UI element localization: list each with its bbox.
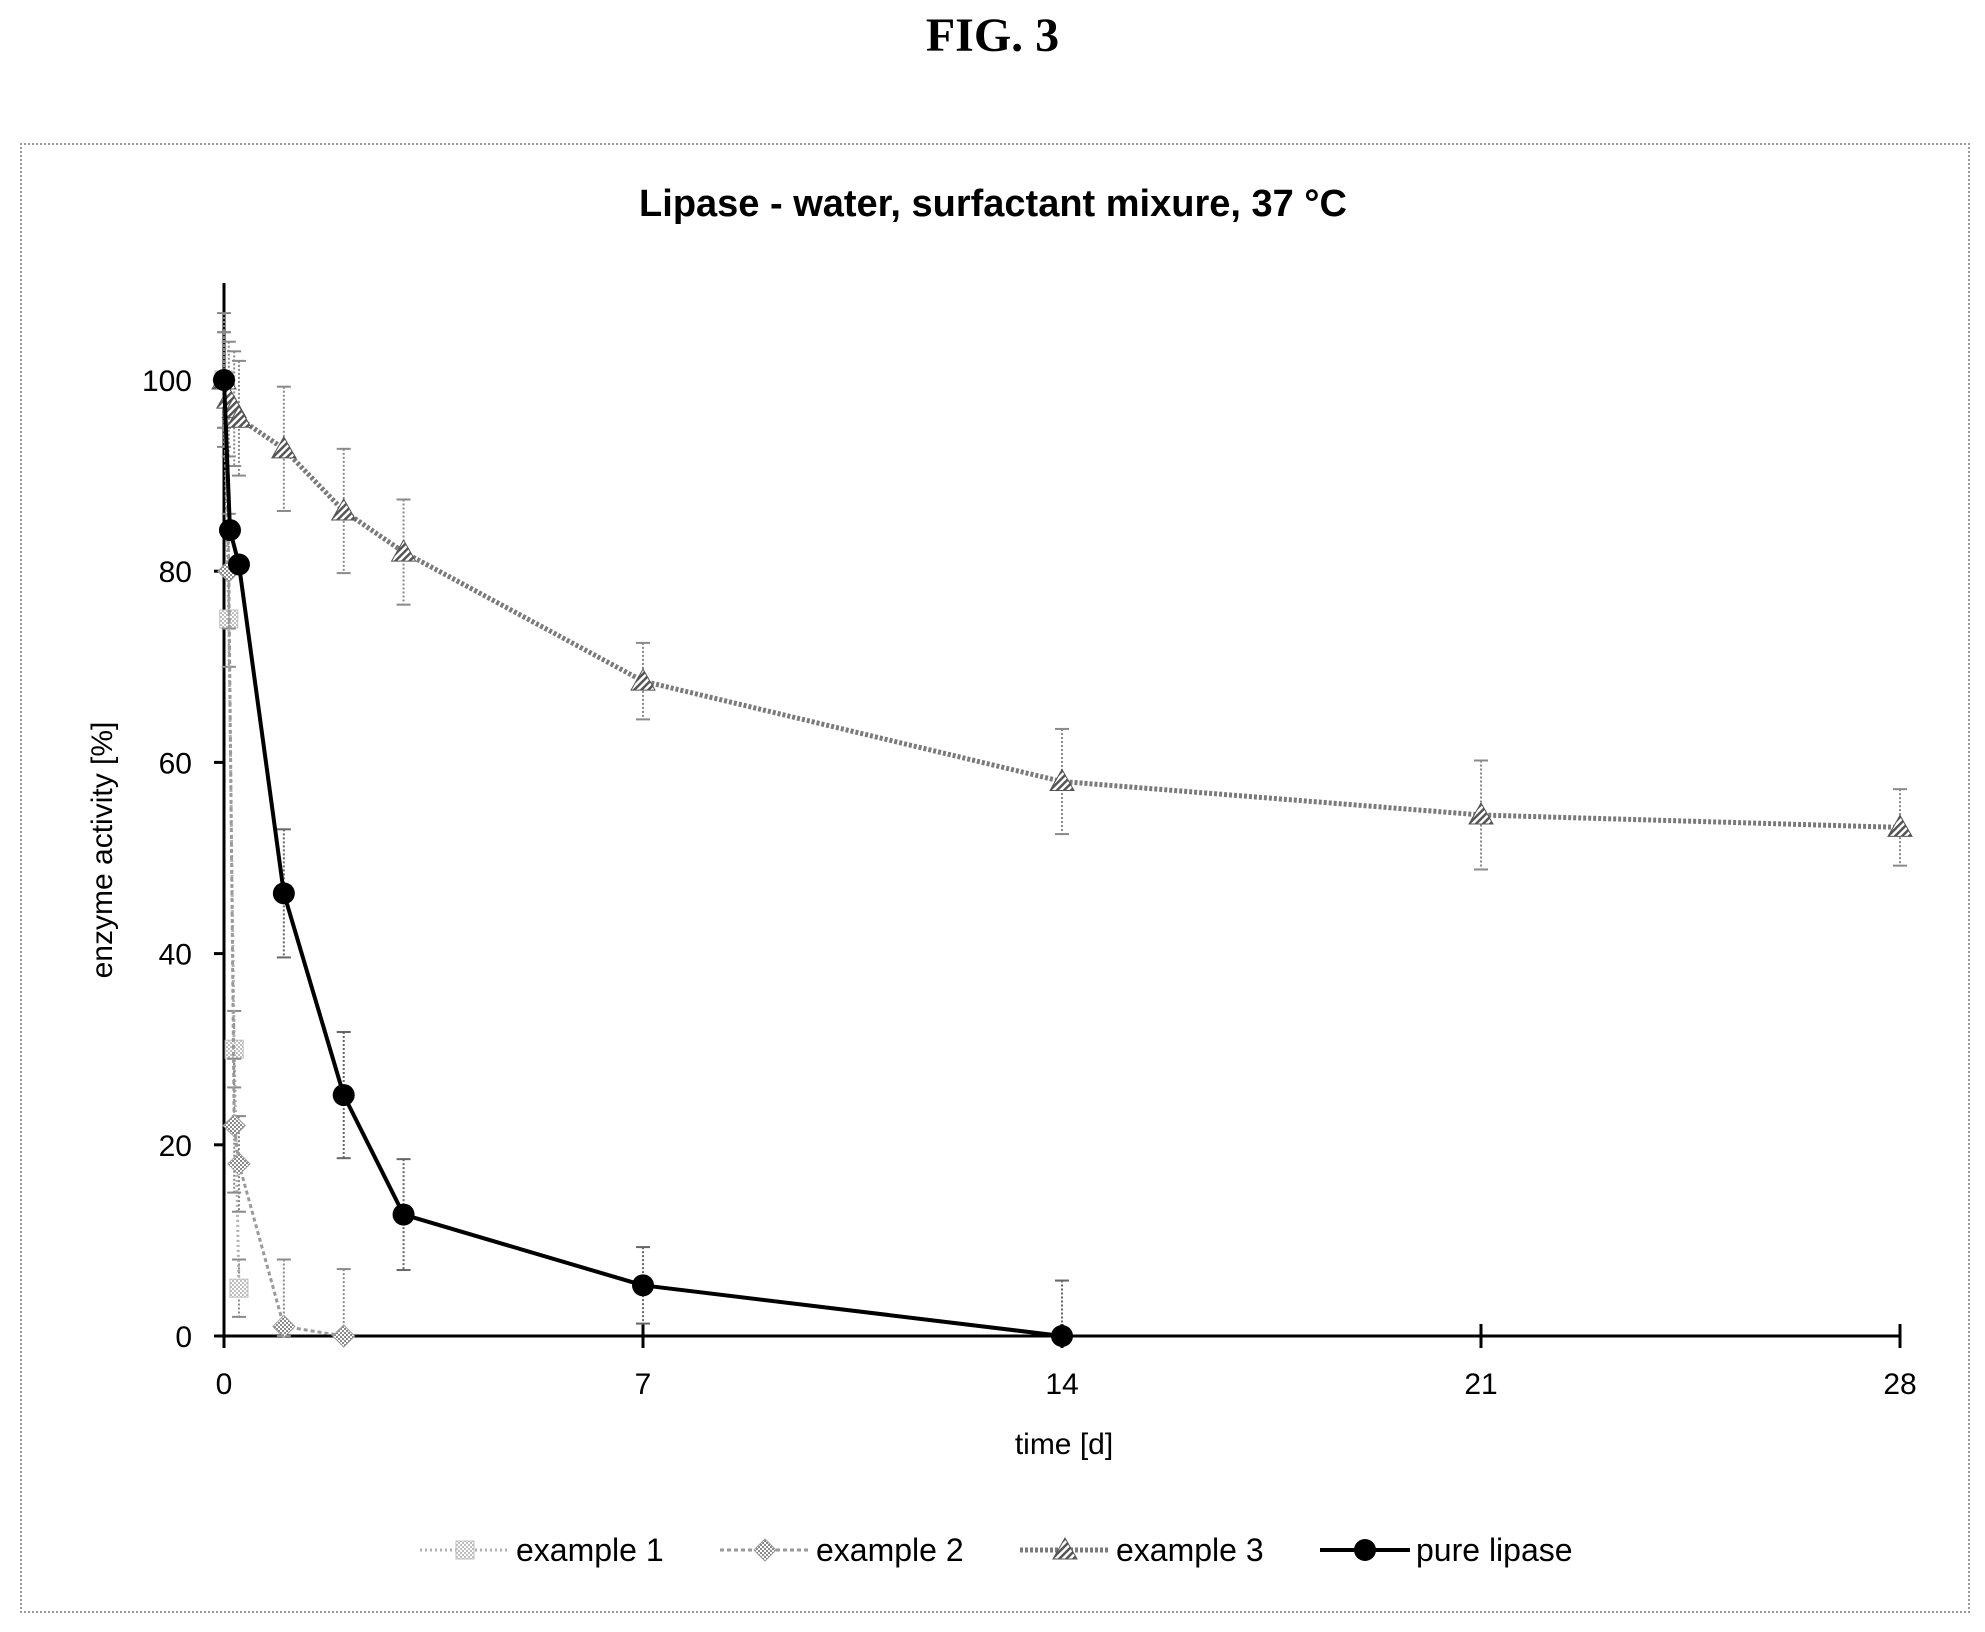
pure-lipase-point xyxy=(1051,1325,1073,1347)
example-3-line xyxy=(221,379,1901,830)
y-tick-label: 60 xyxy=(159,747,192,780)
y-tick-label: 40 xyxy=(159,939,192,972)
pure-lipase-point xyxy=(272,882,295,905)
chart-title: Lipase - water, surfactant mixure, 37 °C xyxy=(639,183,1347,225)
x-tick-label: 14 xyxy=(1045,1368,1078,1401)
example-3-point xyxy=(330,497,357,521)
pure-lipase-line xyxy=(222,379,1063,1338)
y-axis-title: enzyme activity [%] xyxy=(86,722,119,979)
legend-label-example-2: example 2 xyxy=(816,1532,964,1568)
example-3-point xyxy=(1887,814,1913,837)
example-3-point xyxy=(630,668,656,691)
example-2-point xyxy=(222,1113,246,1138)
pure-lipase-point xyxy=(227,553,250,576)
figure-label: FIG. 3 xyxy=(925,9,1060,62)
pure-lipase-point xyxy=(632,1274,654,1297)
y-tick-label: 100 xyxy=(142,365,192,398)
x-tick-label: 7 xyxy=(635,1368,652,1401)
legend-marker-pure-lipase xyxy=(1354,1539,1376,1561)
example-3-point xyxy=(1049,768,1075,792)
example-2-line xyxy=(222,379,344,1338)
example-3-point xyxy=(226,405,252,428)
x-axis-title: time [d] xyxy=(1015,1428,1113,1461)
y-tick-label: 20 xyxy=(159,1130,192,1163)
example-2-point xyxy=(272,1314,296,1339)
pure-lipase-point xyxy=(332,1084,355,1107)
y-tick-label: 0 xyxy=(175,1321,192,1354)
legend-label-example-3: example 3 xyxy=(1116,1532,1264,1568)
example-2-point xyxy=(227,1152,251,1176)
example-1-point xyxy=(229,1278,249,1298)
pure-lipase-point xyxy=(213,369,235,391)
legend-label-pure-lipase: pure lipase xyxy=(1416,1532,1573,1568)
chart-legend: example 1 example 2 example 3 pure lipase xyxy=(420,1532,1573,1568)
example-3-point xyxy=(390,539,417,562)
legend-label-example-1: example 1 xyxy=(516,1532,664,1568)
y-tick-label: 80 xyxy=(159,556,192,589)
example-3-point xyxy=(1468,801,1494,825)
legend-marker-example-2 xyxy=(753,1538,777,1562)
x-tick-label: 0 xyxy=(216,1368,233,1401)
x-tick-label: 21 xyxy=(1464,1368,1497,1401)
pure-lipase-point xyxy=(218,519,241,542)
legend-marker-example-3 xyxy=(1052,1536,1078,1560)
x-tick-label: 28 xyxy=(1883,1368,1916,1401)
legend-marker-example-1 xyxy=(455,1540,475,1560)
pure-lipase-point xyxy=(392,1203,415,1226)
example-2-point xyxy=(332,1324,356,1348)
chart-frame xyxy=(20,143,1970,1613)
plot-area: 0 20 40 60 80 100 0 7 14 21 28 xyxy=(142,283,1917,1401)
example-3-point xyxy=(270,435,297,459)
